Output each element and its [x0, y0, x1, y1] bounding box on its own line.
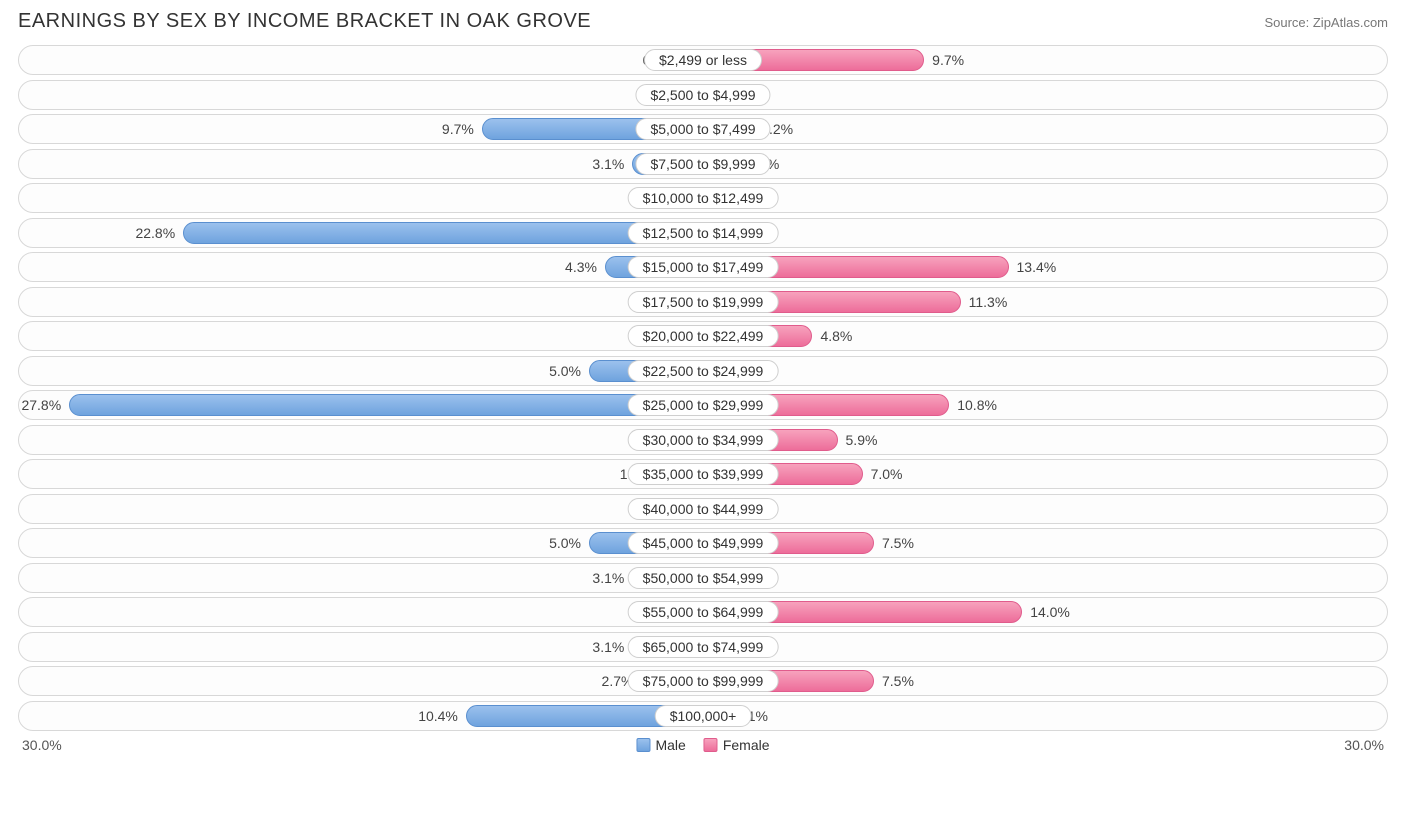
- female-value-label: 13.4%: [1017, 253, 1057, 281]
- category-label: $12,500 to $14,999: [628, 222, 779, 244]
- chart-source: Source: ZipAtlas.com: [1264, 15, 1388, 30]
- chart-header: EARNINGS BY SEX BY INCOME BRACKET IN OAK…: [18, 10, 1388, 33]
- male-value-label: 5.0%: [549, 357, 581, 385]
- chart-row: 3.1%1.1%$50,000 to $54,999: [18, 563, 1388, 593]
- category-label: $15,000 to $17,499: [628, 256, 779, 278]
- chart-row: 2.7%7.5%$75,000 to $99,999: [18, 666, 1388, 696]
- category-label: $100,000+: [655, 705, 752, 727]
- chart-row: 5.0%0.0%$22,500 to $24,999: [18, 356, 1388, 386]
- chart-row: 3.1%1.6%$7,500 to $9,999: [18, 149, 1388, 179]
- chart-row: 0.0%14.0%$55,000 to $64,999: [18, 597, 1388, 627]
- chart-row: 0.0%1.1%$2,500 to $4,999: [18, 80, 1388, 110]
- category-label: $65,000 to $74,999: [628, 636, 779, 658]
- male-value-label: 3.1%: [592, 564, 624, 592]
- female-value-label: 7.0%: [871, 460, 903, 488]
- chart-row: 4.3% 13.4% $15,000 to $17,499: [18, 252, 1388, 282]
- category-label: $35,000 to $39,999: [628, 463, 779, 485]
- female-value-label: 4.8%: [820, 322, 852, 350]
- chart-title: EARNINGS BY SEX BY INCOME BRACKET IN OAK…: [18, 10, 591, 33]
- female-value-label: 9.7%: [932, 46, 964, 74]
- category-label: $45,000 to $49,999: [628, 532, 779, 554]
- chart-row: 1.9%7.0%$35,000 to $39,999: [18, 459, 1388, 489]
- male-bar: [69, 394, 703, 416]
- chart-row: 3.1%1.1%$65,000 to $74,999: [18, 632, 1388, 662]
- category-label: $10,000 to $12,499: [628, 187, 779, 209]
- category-label: $7,500 to $9,999: [635, 153, 770, 175]
- legend-female-label: Female: [723, 737, 770, 753]
- male-swatch: [636, 738, 650, 752]
- legend-female: Female: [704, 737, 770, 753]
- chart-row: 10.4%1.1%$100,000+: [18, 701, 1388, 731]
- female-value-label: 10.8%: [957, 391, 997, 419]
- category-label: $5,000 to $7,499: [635, 118, 770, 140]
- female-value-label: 7.5%: [882, 667, 914, 695]
- male-value-label: 4.3%: [565, 253, 597, 281]
- chart-row: 0.0%5.9%$30,000 to $34,999: [18, 425, 1388, 455]
- male-value-label: 3.1%: [592, 150, 624, 178]
- chart-row: 27.8% 10.8% $25,000 to $29,999: [18, 390, 1388, 420]
- female-value-label: 11.3%: [969, 288, 1008, 316]
- category-label: $40,000 to $44,999: [628, 498, 779, 520]
- chart-row: 5.0% 7.5% $45,000 to $49,999: [18, 528, 1388, 558]
- axis-max-left: 30.0%: [22, 737, 62, 753]
- male-value-label: 22.8%: [135, 219, 175, 247]
- category-label: $75,000 to $99,999: [628, 670, 779, 692]
- chart-row: 1.2%0.0%$10,000 to $12,499: [18, 183, 1388, 213]
- axis-max-right: 30.0%: [1344, 737, 1384, 753]
- axis-row: 30.0% Male Female 30.0%: [18, 735, 1388, 759]
- male-value-label: 3.1%: [592, 633, 624, 661]
- female-value-label: 7.5%: [882, 529, 914, 557]
- butterfly-chart: 0.0%9.7%$2,499 or less0.0%1.1%$2,500 to …: [18, 45, 1388, 731]
- male-bar: [183, 222, 703, 244]
- category-label: $2,500 to $4,999: [635, 84, 770, 106]
- chart-row: 0.0%0.0%$40,000 to $44,999: [18, 494, 1388, 524]
- category-label: $17,500 to $19,999: [628, 291, 779, 313]
- male-value-label: 9.7%: [442, 115, 474, 143]
- category-label: $30,000 to $34,999: [628, 429, 779, 451]
- category-label: $55,000 to $64,999: [628, 601, 779, 623]
- legend-male: Male: [636, 737, 685, 753]
- legend-male-label: Male: [655, 737, 685, 753]
- category-label: $50,000 to $54,999: [628, 567, 779, 589]
- chart-row: 0.0%11.3%$17,500 to $19,999: [18, 287, 1388, 317]
- category-label: $2,499 or less: [644, 49, 762, 71]
- chart-row: 22.8%0.0%$12,500 to $14,999: [18, 218, 1388, 248]
- chart-row: 0.0%9.7%$2,499 or less: [18, 45, 1388, 75]
- female-value-label: 14.0%: [1030, 598, 1070, 626]
- category-label: $20,000 to $22,499: [628, 325, 779, 347]
- category-label: $25,000 to $29,999: [628, 394, 779, 416]
- male-value-label: 10.4%: [418, 702, 458, 730]
- female-value-label: 5.9%: [846, 426, 878, 454]
- chart-row: 0.0%4.8%$20,000 to $22,499: [18, 321, 1388, 351]
- male-value-label: 27.8%: [21, 391, 61, 419]
- male-value-label: 5.0%: [549, 529, 581, 557]
- category-label: $22,500 to $24,999: [628, 360, 779, 382]
- female-swatch: [704, 738, 718, 752]
- legend: Male Female: [636, 737, 769, 753]
- chart-row: 9.7%2.2%$5,000 to $7,499: [18, 114, 1388, 144]
